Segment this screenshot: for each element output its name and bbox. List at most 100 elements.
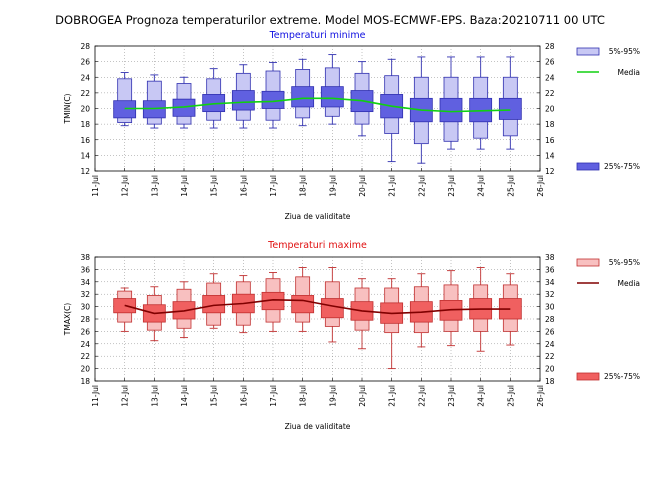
x-tick-label: 16-Jul — [239, 385, 248, 407]
y-tick-label: 22 — [80, 352, 90, 361]
y-tick-label: 32 — [80, 290, 90, 299]
box-25-75 — [291, 86, 315, 108]
x-tick-label: 17-Jul — [269, 175, 278, 197]
y-tick-label: 28 — [80, 42, 90, 51]
x-tick-label: 21-Jul — [388, 175, 397, 197]
x-tick-label: 11-Jul — [91, 175, 100, 197]
y-tick-label: 18 — [80, 377, 90, 386]
x-tick-label: 18-Jul — [299, 385, 308, 407]
x-tick-label: 21-Jul — [388, 385, 397, 407]
x-tick-label: 26-Jul — [536, 385, 545, 407]
y-tick-label-right: 32 — [545, 290, 555, 299]
y-tick-label: 22 — [80, 89, 90, 98]
x-tick-label: 15-Jul — [210, 175, 219, 197]
y-tick-label: 28 — [80, 315, 90, 324]
legend-label-media: Media — [617, 279, 640, 288]
box-25-75 — [439, 97, 463, 123]
y-tick-label: 38 — [80, 253, 90, 262]
y-tick-label: 12 — [80, 167, 90, 176]
y-axis-label: TMIN(C) — [63, 93, 72, 124]
legend-label-5-95: 5%-95% — [609, 258, 640, 267]
y-tick-label-right: 12 — [545, 167, 555, 176]
y-tick-label-right: 26 — [545, 58, 555, 67]
legend-label-25-75: 25%-75% — [604, 162, 640, 171]
panel-title: Temperaturi maxime — [267, 240, 367, 251]
box-25-75 — [320, 298, 344, 319]
y-tick-label: 20 — [80, 365, 90, 374]
panel-tmin: Temperaturi minime 12 12 14 14 16 16 18 18 20 20 22… — [63, 30, 555, 221]
legend-label-media: Media — [617, 68, 640, 77]
x-tick-label: 26-Jul — [536, 175, 545, 197]
x-tick-label: 18-Jul — [299, 175, 308, 197]
y-tick-label-right: 18 — [545, 120, 555, 129]
x-tick-label: 20-Jul — [358, 175, 367, 197]
y-tick-label: 24 — [80, 340, 90, 349]
legend-label-25-75: 25%-75% — [604, 372, 640, 381]
x-tick-label: 25-Jul — [506, 175, 515, 197]
y-tick-label-right: 28 — [545, 315, 555, 324]
x-tick-label: 25-Jul — [506, 385, 515, 407]
y-tick-label: 34 — [80, 278, 90, 287]
x-tick-label: 15-Jul — [210, 385, 219, 407]
box-25-75 — [231, 90, 255, 111]
legend-swatch-25-75 — [576, 372, 600, 381]
x-axis-label: Ziua de validitate — [285, 422, 351, 431]
main-title: DOBROGEA Prognoza temperaturilor extreme… — [55, 13, 605, 27]
x-tick-label: 13-Jul — [150, 385, 159, 407]
x-tick-label: 11-Jul — [91, 385, 100, 407]
y-tick-label-right: 30 — [545, 303, 555, 312]
y-tick-label: 26 — [80, 327, 90, 336]
x-tick-label: 24-Jul — [477, 385, 486, 407]
y-tick-label-right: 16 — [545, 136, 555, 145]
x-axis-label: Ziua de validitate — [285, 212, 351, 221]
y-tick-label: 30 — [80, 303, 90, 312]
y-tick-label-right: 26 — [545, 327, 555, 336]
x-tick-label: 22-Jul — [417, 175, 426, 197]
x-tick-label: 14-Jul — [180, 385, 189, 407]
x-tick-label: 17-Jul — [269, 385, 278, 407]
x-tick-label: 19-Jul — [328, 385, 337, 407]
x-tick-label: 20-Jul — [358, 385, 367, 407]
x-tick-label: 24-Jul — [477, 175, 486, 197]
box-25-75 — [498, 97, 522, 120]
box-25-75 — [291, 295, 315, 314]
y-tick-label-right: 24 — [545, 73, 555, 82]
x-tick-label: 12-Jul — [121, 175, 130, 197]
x-tick-label: 23-Jul — [447, 175, 456, 197]
x-tick-label: 14-Jul — [180, 175, 189, 197]
y-tick-label-right: 24 — [545, 340, 555, 349]
y-tick-label-right: 28 — [545, 42, 555, 51]
y-tick-label-right: 36 — [545, 265, 555, 274]
y-axis-label: TMAX(C) — [63, 303, 72, 336]
y-tick-label: 16 — [80, 136, 90, 145]
y-tick-label: 20 — [80, 105, 90, 114]
media-line — [124, 97, 511, 113]
legend-swatch-25-75 — [576, 162, 600, 171]
panel-title: Temperaturi minime — [269, 30, 366, 41]
y-tick-label: 18 — [80, 120, 90, 129]
x-tick-label: 16-Jul — [239, 175, 248, 197]
x-tick-label: 23-Jul — [447, 385, 456, 407]
y-tick-label-right: 18 — [545, 377, 555, 386]
media-line — [124, 298, 511, 315]
x-tick-label: 13-Jul — [150, 175, 159, 197]
y-tick-label-right: 22 — [545, 89, 555, 98]
y-tick-label-right: 38 — [545, 253, 555, 262]
box-25-75 — [320, 86, 344, 108]
y-tick-label-right: 22 — [545, 352, 555, 361]
y-tick-label: 36 — [80, 265, 90, 274]
y-tick-label: 24 — [80, 73, 90, 82]
panel-tmax: Temperaturi maxime 18 18 20 20 22 22 24 24 26 26 28… — [63, 240, 555, 431]
y-tick-label: 26 — [80, 58, 90, 67]
x-tick-label: 12-Jul — [121, 385, 130, 407]
y-tick-label-right: 34 — [545, 278, 555, 287]
x-tick-label: 22-Jul — [417, 385, 426, 407]
legend-swatch-5-95 — [576, 47, 600, 56]
legend-tmin: 5%-95% Media 25%-75% — [576, 47, 640, 171]
legend-label-5-95: 5%-95% — [609, 47, 640, 56]
legend-tmax: 5%-95% Media 25%-75% — [576, 258, 640, 381]
legend-swatch-5-95 — [576, 258, 600, 267]
y-tick-label-right: 14 — [545, 151, 555, 160]
x-tick-label: 19-Jul — [328, 175, 337, 197]
